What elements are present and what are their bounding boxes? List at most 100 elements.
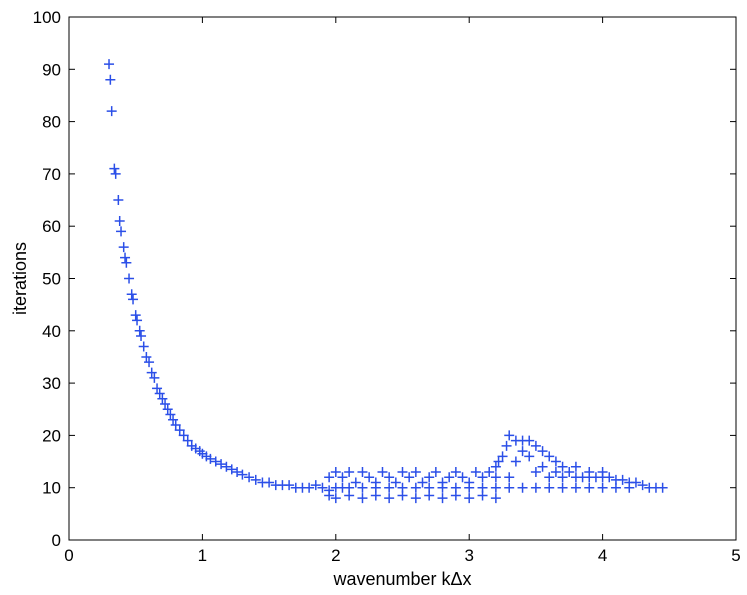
scatter-point — [497, 451, 508, 462]
scatter-point — [524, 451, 535, 462]
scatter-point — [544, 482, 555, 493]
y-tick-label: 80 — [42, 113, 61, 132]
x-tick-label: 0 — [64, 546, 73, 565]
scatter-point — [477, 490, 488, 501]
scatter-point — [397, 490, 408, 501]
scatter-point — [364, 472, 375, 483]
y-tick-label: 20 — [42, 426, 61, 445]
scatter-point — [490, 461, 501, 472]
scatter-point — [477, 472, 488, 483]
scatter-point — [517, 446, 528, 457]
scatter-point — [118, 242, 129, 253]
scatter-point — [517, 482, 528, 493]
scatter-point — [124, 273, 135, 284]
data-points — [104, 59, 668, 504]
scatter-point — [344, 490, 355, 501]
scatter-point — [437, 477, 448, 488]
scatter-point — [116, 226, 127, 237]
scatter-point — [557, 482, 568, 493]
x-tick-label: 2 — [331, 546, 340, 565]
scatter-point — [330, 493, 341, 504]
x-axis-label: wavenumber kΔx — [332, 569, 471, 589]
scatter-point — [437, 493, 448, 504]
y-tick-label: 0 — [52, 531, 61, 550]
scatter-point — [337, 472, 348, 483]
scatter-point — [152, 383, 163, 394]
scatter-point — [370, 490, 381, 501]
scatter-point — [149, 372, 160, 383]
scatter-point — [205, 453, 216, 464]
scatter-point — [105, 74, 116, 85]
scatter-point — [404, 472, 415, 483]
scatter-point — [384, 472, 395, 483]
scatter-point — [174, 425, 185, 436]
scatter-point — [470, 467, 481, 478]
scatter-point — [444, 472, 455, 483]
scatter-point — [557, 472, 568, 483]
scatter-point — [357, 493, 368, 504]
scatter-point — [537, 461, 548, 472]
scatter-point — [104, 59, 115, 70]
scatter-point — [430, 467, 441, 478]
y-tick-label: 90 — [42, 60, 61, 79]
scatter-point — [226, 464, 237, 475]
scatter-point — [170, 419, 181, 430]
scatter-point — [110, 168, 121, 179]
scatter-point — [210, 456, 221, 467]
x-tick-label: 4 — [598, 546, 607, 565]
scatter-point — [530, 467, 541, 478]
scatter-point — [617, 474, 628, 485]
scatter-point — [232, 467, 243, 478]
scatter-point — [114, 215, 125, 226]
scatter-point — [120, 252, 131, 263]
x-tick-label: 5 — [731, 546, 740, 565]
plot-area — [68, 16, 737, 541]
scatter-point — [128, 294, 139, 305]
scatter-point — [490, 493, 501, 504]
scatter-point — [410, 467, 421, 478]
scatter-point — [221, 461, 232, 472]
y-tick-label: 100 — [33, 8, 61, 27]
scatter-point — [138, 341, 149, 352]
scatter-point — [397, 467, 408, 478]
scatter-point — [350, 477, 361, 488]
scatter-point — [457, 472, 468, 483]
scatter-point — [377, 467, 388, 478]
y-axis-label: iterations — [10, 242, 30, 315]
scatter-point — [484, 467, 495, 478]
scatter-point — [134, 325, 145, 336]
scatter-point — [550, 456, 561, 467]
scatter-point — [544, 472, 555, 483]
x-tick-label: 1 — [198, 546, 207, 565]
scatter-point — [324, 490, 335, 501]
scatter-point — [390, 477, 401, 488]
scatter-point — [370, 477, 381, 488]
scatter-point — [310, 480, 321, 491]
scatter-point — [304, 482, 315, 493]
scatter-point — [121, 257, 132, 268]
scatter-point — [182, 435, 193, 446]
scatter-point — [244, 472, 255, 483]
scatter-point — [524, 435, 535, 446]
scatter-point — [464, 477, 475, 488]
scatter-point — [162, 404, 173, 415]
scatter-point — [330, 467, 341, 478]
scatter-point — [384, 482, 395, 493]
scatter-point — [557, 461, 568, 472]
scatter-point — [264, 477, 275, 488]
scatter-point — [510, 456, 521, 467]
scatter-point — [630, 477, 641, 488]
scatter-point — [126, 289, 137, 300]
scatter-point — [550, 467, 561, 478]
scatter-point — [584, 482, 595, 493]
scatter-point — [657, 482, 668, 493]
scatter-point — [284, 480, 295, 491]
scatter-point — [410, 493, 421, 504]
scatter-point — [136, 331, 147, 342]
scatter-point — [537, 446, 548, 457]
y-tick-label: 70 — [42, 165, 61, 184]
scatter-point — [597, 482, 608, 493]
scatter-point — [504, 430, 515, 441]
scatter-point — [417, 477, 428, 488]
